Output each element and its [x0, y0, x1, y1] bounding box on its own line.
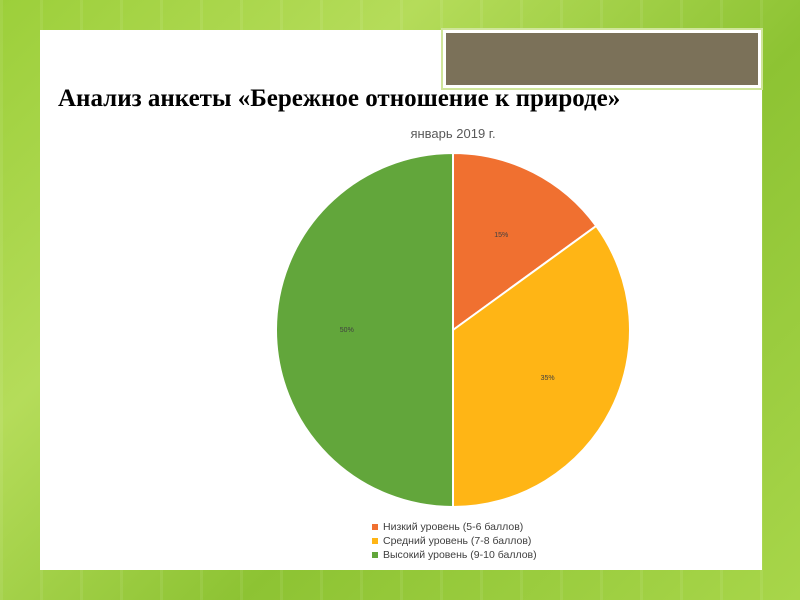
- pie-label-low: 15%: [494, 232, 508, 239]
- legend-swatch-high: [372, 552, 378, 558]
- slide-title: Анализ анкеты «Бережное отношение к прир…: [58, 85, 621, 112]
- legend-label-high: Высокий уровень (9-10 баллов): [383, 549, 537, 561]
- legend-label-medium: Средний уровень (7-8 баллов): [383, 535, 532, 547]
- legend-item-low: Низкий уровень (5-6 баллов): [372, 520, 537, 534]
- legend-label-low: Низкий уровень (5-6 баллов): [383, 521, 524, 533]
- legend-swatch-low: [372, 524, 378, 530]
- decorative-header-box: [441, 28, 763, 90]
- pie-label-medium: 35%: [541, 375, 555, 382]
- pie-slice-low: [452, 151, 598, 332]
- pie-slice-high: [275, 151, 454, 509]
- chart-title: январь 2019 г.: [410, 126, 496, 141]
- legend-item-medium: Средний уровень (7-8 баллов): [372, 534, 537, 548]
- legend-item-high: Высокий уровень (9-10 баллов): [372, 548, 537, 562]
- legend-swatch-medium: [372, 538, 378, 544]
- pie-label-high: 50%: [340, 327, 354, 334]
- chart-legend: Низкий уровень (5-6 баллов) Средний уров…: [372, 520, 537, 562]
- pie-chart: 15% 35% 50%: [275, 151, 631, 509]
- pie-slice-medium: [452, 224, 631, 509]
